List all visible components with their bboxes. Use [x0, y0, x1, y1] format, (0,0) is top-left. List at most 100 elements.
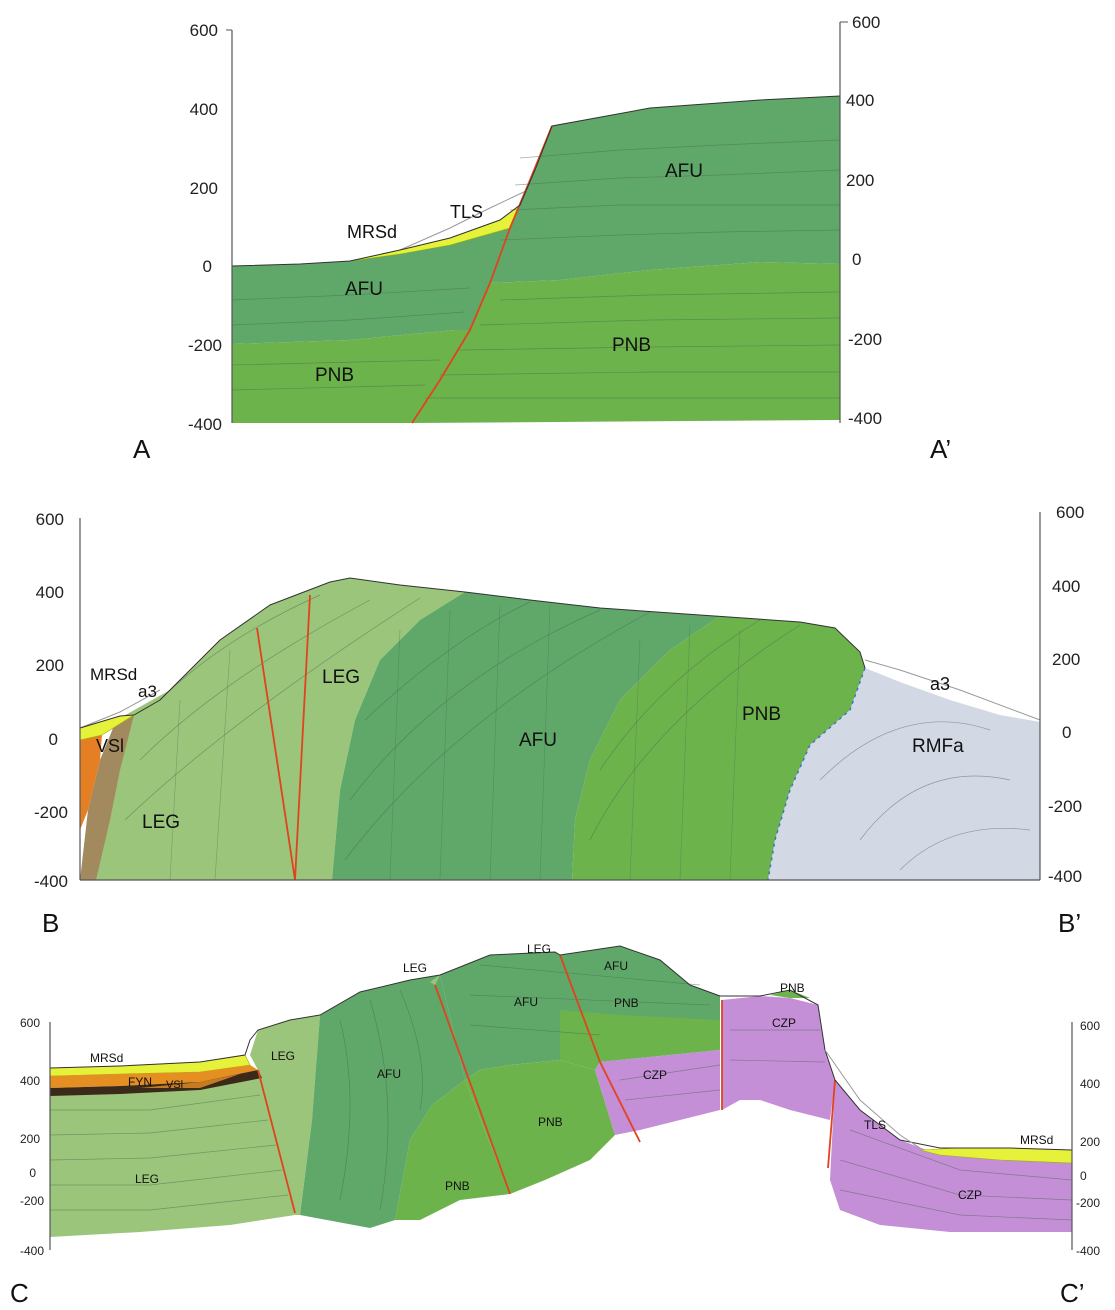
a-left-tick: 200 [190, 179, 218, 198]
section-c: 600 400 200 0 -200 -400 600 400 200 0 -2… [10, 942, 1100, 1308]
afu-unit-right [490, 96, 840, 283]
unit-label: CZP [772, 1016, 796, 1030]
vsl-unit-brown [80, 715, 134, 880]
a-left-tick: 600 [190, 21, 218, 40]
pnb-unit-cap [770, 990, 810, 998]
unit-label: AFU [345, 279, 383, 300]
fault-line-c1 [257, 1069, 296, 1214]
b-left-tick: 200 [36, 656, 64, 675]
c-right-tick: -400 [1076, 1244, 1100, 1258]
afu-unit [332, 592, 720, 880]
unit-label: FYN [128, 1075, 152, 1089]
afu-unit-middle [300, 975, 465, 1228]
unit-label: TLS [450, 202, 483, 222]
pnb-unit-right [412, 262, 840, 423]
unit-label: AFU [519, 730, 557, 751]
unit-label: AFU [665, 161, 703, 182]
b-right-tick: -400 [1048, 867, 1082, 886]
fault-line-c2 [434, 984, 511, 1195]
a3-surface-left [79, 689, 161, 729]
b-left-tick: 600 [36, 510, 64, 529]
czp-unit-uplift [722, 996, 835, 1120]
rmfa-unit [768, 668, 1040, 880]
unit-label: MRSd [347, 222, 397, 242]
pnb-unit-left [232, 330, 470, 423]
c-left-tick: 200 [20, 1132, 40, 1146]
unit-label: VSl [166, 1079, 183, 1091]
c-left-tick: -400 [20, 1244, 44, 1258]
tls-surface-c [824, 1049, 921, 1149]
unit-label: PNB [315, 365, 354, 386]
fyn-unit [50, 1065, 258, 1088]
fault-line-c3 [559, 954, 641, 1143]
c-left-tick: 0 [29, 1166, 36, 1180]
c-right-tick: -200 [1076, 1196, 1100, 1210]
a-left-tick: -400 [188, 415, 222, 434]
afu-unit-left [232, 228, 510, 344]
ground-surface-c [49, 945, 1073, 1151]
tls-surface [399, 189, 529, 251]
unit-label: PNB [742, 704, 781, 725]
unit-label: PNB [612, 335, 651, 356]
section-b-bedding [124, 594, 1031, 881]
fault-line-b2 [294, 594, 311, 881]
fault-line-c5 [827, 1079, 836, 1169]
a-right-tick: 600 [852, 13, 880, 32]
ground-surface-a [231, 95, 841, 267]
section-b: 600 400 200 0 -200 -400 600 400 200 0 -2… [34, 503, 1084, 938]
c-right-tick: 400 [1080, 1077, 1100, 1091]
fault-line-b1 [256, 627, 296, 881]
b-right-tick: 400 [1052, 577, 1080, 596]
unit-label: a3 [930, 674, 950, 694]
unit-label: PNB [445, 1179, 470, 1193]
leg-unit-middle [250, 1015, 320, 1215]
a-left-tick: 400 [190, 100, 218, 119]
a-right-tick: -400 [848, 409, 882, 428]
c-left-tick: 600 [20, 1016, 40, 1030]
section-end-label: B’ [1058, 908, 1081, 938]
unit-label: MRSd [90, 1051, 123, 1065]
a-right-tick: 200 [846, 171, 874, 190]
unit-label: TLS [864, 1118, 886, 1132]
b-right-tick: 200 [1052, 650, 1080, 669]
section-start-label: A [133, 434, 151, 464]
c-left-tick: 400 [20, 1074, 40, 1088]
b-right-tick: -200 [1048, 797, 1082, 816]
a-right-tick: 400 [846, 91, 874, 110]
vsl-unit [140, 1074, 240, 1088]
c-right-tick: 0 [1080, 1169, 1087, 1183]
leg-unit-left [50, 1070, 295, 1237]
c-right-tick: 600 [1080, 1019, 1100, 1033]
a3-surface-right [864, 659, 1041, 721]
pnb-unit-center [560, 1010, 720, 1070]
b-left-tick: -200 [34, 803, 68, 822]
vsl-unit-orange [80, 735, 102, 830]
unit-label: PNB [780, 981, 805, 995]
section-start-label: C [10, 1278, 29, 1308]
unit-label: AFU [604, 959, 628, 973]
czp-unit-center [595, 1050, 720, 1135]
unit-label: LEG [527, 942, 551, 956]
a-left-tick: 0 [203, 257, 212, 276]
unit-label: PNB [614, 996, 639, 1010]
pnb-unit [572, 616, 865, 880]
section-end-label: C’ [1060, 1278, 1085, 1308]
b-left-tick: 400 [36, 583, 64, 602]
b-left-tick: -400 [34, 872, 68, 891]
unit-label: VSl [96, 736, 124, 756]
fault-line-a [411, 125, 553, 424]
unit-label: RMFa [912, 736, 964, 757]
leg-unit-top [430, 965, 445, 985]
ground-surface-b [79, 577, 866, 729]
pnb-unit-lower-center [465, 1060, 615, 1194]
unit-label: LEG [271, 1049, 295, 1063]
b-left-tick: 0 [49, 730, 58, 749]
unit-label: MRSd [90, 665, 137, 684]
unit-label: AFU [377, 1067, 401, 1081]
unit-label: MRSd [1020, 1133, 1053, 1147]
unit-label: a3 [138, 682, 157, 701]
unit-label: PNB [538, 1115, 563, 1129]
section-a-bedding [231, 139, 841, 399]
unit-label: LEG [135, 1172, 159, 1186]
unit-label: LEG [142, 812, 180, 833]
